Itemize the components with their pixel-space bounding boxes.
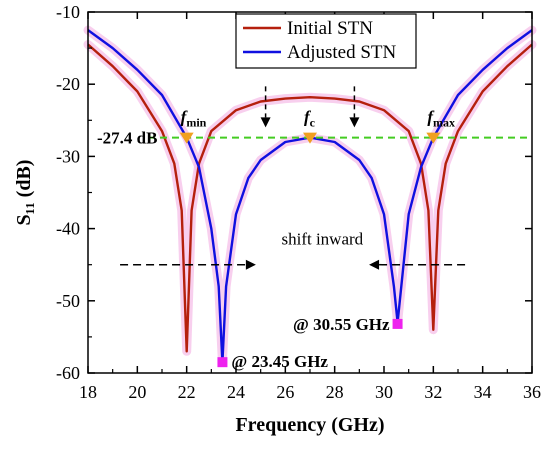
x-tick-label-0: 18 — [79, 382, 97, 402]
down-arrow-head-1 — [349, 117, 360, 128]
shift-inward-label: shift inward — [281, 229, 363, 248]
min-point-label-1: @ 30.55 GHz — [293, 315, 390, 334]
curves-layer — [83, 25, 537, 367]
x-tick-label-6: 30 — [375, 382, 393, 402]
legend-label-0: Initial STN — [287, 18, 373, 39]
x-axis-title: Frequency (GHz) — [235, 414, 384, 436]
legend: Initial STN Adjusted STN — [235, 13, 417, 69]
shift-arrow-left-head — [245, 259, 256, 270]
axes-layer: 18 20 22 24 26 28 30 32 34 36 -10 -20 -30 -40 -50 -60 Fr… — [13, 2, 541, 436]
x-tick-label-2: 22 — [178, 382, 196, 402]
series-shadow-1 — [83, 25, 537, 367]
series-line-1 — [87, 29, 533, 364]
legend-label-1: Adjusted STN — [287, 42, 397, 63]
y-tick-label-4: -50 — [56, 291, 80, 311]
x-tick-label-5: 28 — [326, 382, 344, 402]
y-tick-label-0: -10 — [56, 2, 80, 22]
annotation-layer: shift inward — [120, 86, 466, 270]
legend-box — [235, 13, 417, 69]
freq-marker-label-2: fmax — [427, 108, 455, 130]
min-point-label-0: @ 23.45 GHz — [231, 352, 328, 371]
y-tick-label-1: -20 — [56, 74, 80, 94]
x-tick-label-7: 32 — [424, 382, 442, 402]
x-tick-label-3: 24 — [227, 382, 245, 402]
y-tick-label-5: -60 — [56, 363, 80, 383]
down-arrow-head-0 — [260, 117, 271, 128]
reference-line-label: -27.4 dB — [97, 129, 157, 148]
series-line-0 — [87, 43, 533, 353]
freq-marker-0 — [179, 132, 194, 144]
min-point-marker-0 — [217, 357, 228, 368]
x-tick-label-1: 20 — [128, 382, 146, 402]
freq-marker-2 — [426, 132, 441, 144]
y-tick-label-3: -40 — [56, 219, 80, 239]
marker-layer: fmin fc fmax @ 23.45 GHz @ 30.55 GHz — [179, 108, 455, 371]
reference-line-layer: -27.4 dB — [97, 129, 532, 148]
y-axis-title: S₁₁ (dB) — [13, 160, 35, 226]
freq-marker-1 — [303, 132, 317, 144]
min-point-marker-1 — [392, 318, 403, 329]
shift-arrow-right-head — [369, 259, 380, 270]
x-tick-label-9: 36 — [523, 382, 541, 402]
freq-marker-label-1: fc — [304, 108, 316, 130]
y-tick-label-2: -30 — [56, 146, 80, 166]
x-tick-label-8: 34 — [474, 382, 492, 402]
x-tick-label-4: 26 — [276, 382, 294, 402]
freq-marker-label-0: fmin — [181, 108, 207, 130]
